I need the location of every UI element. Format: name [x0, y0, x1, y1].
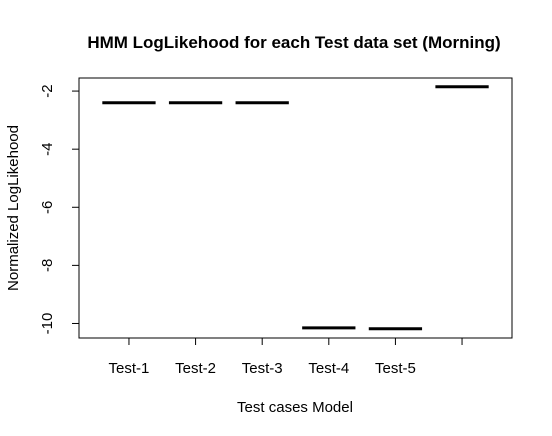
y-tick-label: -2 — [39, 84, 56, 97]
chart-marks — [102, 85, 489, 331]
plot-frame — [78, 77, 513, 339]
y-tick-label: -8 — [39, 259, 56, 272]
y-axis: -10 -8 -6 -4 -2 — [39, 84, 80, 335]
chart-title: HMM LogLikehood for each Test data set (… — [87, 33, 500, 52]
x-axis-label: Test cases Model — [237, 399, 353, 416]
y-tick-label: -10 — [39, 313, 56, 335]
y-tick-label: -6 — [39, 201, 56, 214]
x-tick-label: Test-4 — [308, 360, 349, 377]
x-axis: Test-1 Test-2 Test-3 Test-4 Test-5 — [109, 337, 463, 377]
y-tick-label: -4 — [39, 143, 56, 156]
x-tick-label: Test-2 — [175, 360, 216, 377]
y-axis-label: Normalized LogLikehood — [5, 125, 22, 291]
x-tick-label: Test-5 — [375, 360, 416, 377]
x-tick-label: Test-3 — [242, 360, 283, 377]
x-tick-label: Test-1 — [109, 360, 150, 377]
